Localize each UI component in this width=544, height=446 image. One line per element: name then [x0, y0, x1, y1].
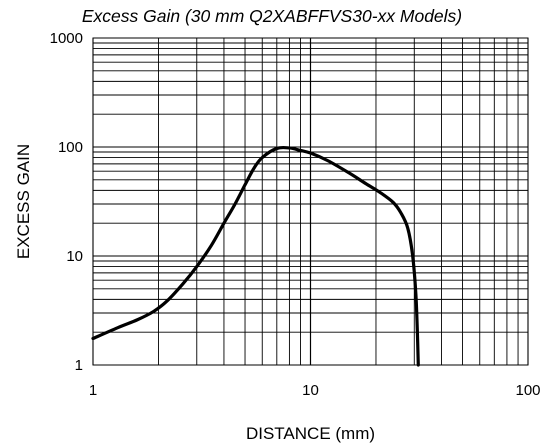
y-tick-label: 100 — [58, 139, 83, 156]
chart-title: Excess Gain (30 mm Q2XABFFVS30-xx Models… — [81, 6, 463, 26]
x-tick-label: 1 — [89, 382, 97, 399]
y-tick-label: 1000 — [50, 30, 83, 47]
y-axis-label: EXCESS GAIN — [14, 144, 33, 259]
grid — [92, 37, 529, 366]
x-tick-label: 100 — [515, 382, 540, 399]
y-tick-label: 1 — [75, 357, 83, 374]
x-tick-label: 10 — [302, 382, 319, 399]
x-axis-label: DISTANCE (mm) — [246, 424, 375, 443]
y-tick-label: 10 — [66, 248, 83, 265]
plot-frame — [92, 37, 529, 366]
tick-labels: 1 10 100 1 10 100 1000 — [50, 30, 541, 399]
excess-gain-curve — [91, 145, 420, 367]
